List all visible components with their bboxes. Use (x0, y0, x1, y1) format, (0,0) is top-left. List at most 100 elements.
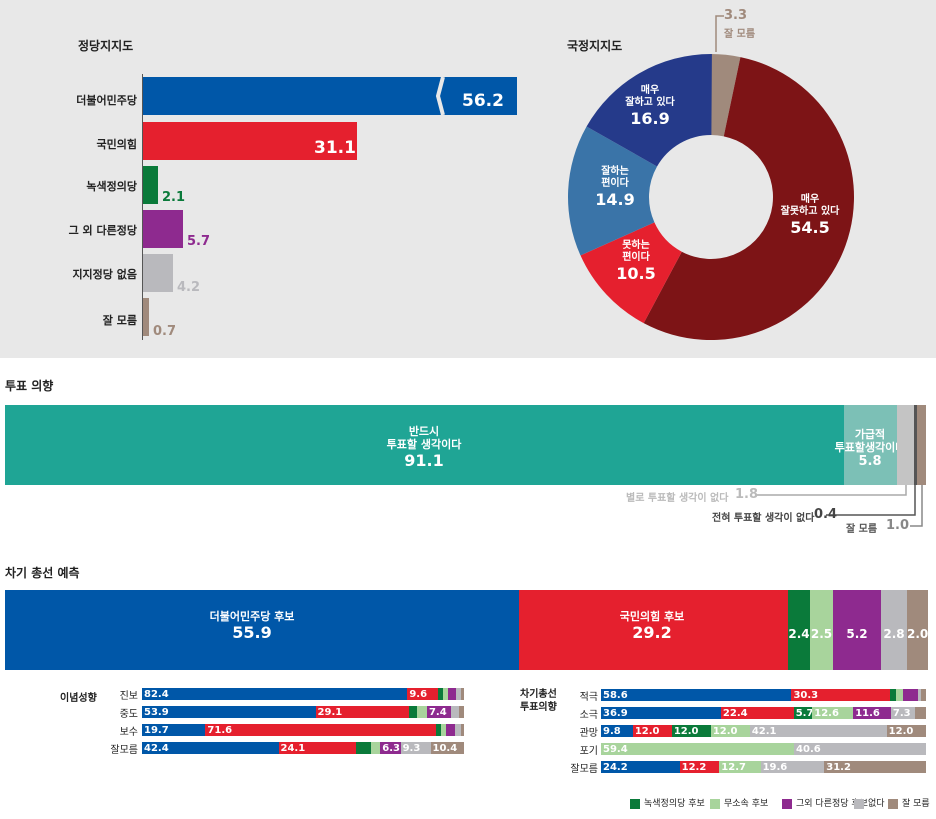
party-value-green: 2.1 (162, 190, 186, 205)
ideology-title: 이념성향 (60, 693, 97, 704)
legend-label: 그외 다른정당 후보 (796, 799, 868, 809)
election-value-dk: 2.0 (907, 627, 929, 641)
legend-label: 무소속 후보 (724, 799, 769, 809)
party-bar-ppp (143, 122, 357, 160)
ideology-row-label: 보수 (119, 727, 138, 738)
ideology-segment (447, 688, 456, 700)
party-value-dk: 0.7 (153, 324, 177, 339)
election-bar-none (881, 590, 907, 670)
intent-row-label: 적극 (579, 692, 598, 703)
intent-segment (889, 689, 897, 701)
legend-swatch (710, 798, 720, 809)
approval-label-verygood: 매우 잘하고 있다 16.9 (625, 85, 675, 128)
approval-slice-good (568, 126, 658, 256)
intent-segment: 31.2 (824, 761, 926, 773)
election-bar-green (788, 590, 810, 670)
vote-value-notmuch: 1.8 (735, 487, 759, 502)
intent-segment: 12.0 (886, 725, 926, 737)
approval-value-dk: 3.3 (724, 8, 748, 23)
approval-dk-leader (715, 15, 724, 52)
approval-slice-bad (580, 222, 682, 324)
election-label-dem: 더불어민주당 후보 55.9 (209, 610, 295, 643)
legend-label: 없다 (868, 799, 885, 809)
intent-row: 24.2 12.2 12.7 19.6 31.2 (601, 761, 926, 773)
ideology-row: 19.7 71.6 (142, 724, 464, 736)
ideology-segment: 24.1 (278, 742, 357, 754)
legend-label: 녹색정의당 후보 (644, 799, 705, 809)
intent-segment: 12.2 (679, 761, 720, 773)
party-bar-other (143, 210, 183, 248)
vote-bar-prob (844, 405, 897, 485)
intent-segment: 12.0 (632, 725, 672, 737)
ideology-segment (445, 724, 456, 736)
vote-value-dk: 1.0 (886, 518, 910, 533)
ideology-segment (460, 688, 464, 700)
election-value-other: 5.2 (846, 627, 868, 641)
intent-title: 차기총선 투표의향 (520, 689, 557, 713)
party-label-dem: 더불어민주당 (76, 94, 137, 107)
vote-bar-must (5, 405, 844, 485)
bar-break-icon (435, 77, 445, 115)
intent-segment: 12.6 (812, 707, 854, 719)
ideology-segment (450, 706, 459, 718)
vote-label-must: 반드시 투표할 생각이다 91.1 (386, 425, 462, 471)
vote-label-notmuch: 별로 투표할 생각이 없다 (626, 493, 729, 504)
ideology-segment: 9.6 (407, 688, 439, 700)
approval-label-bad: 못하는 편이다 10.5 (616, 240, 656, 283)
ideology-segment: 19.7 (142, 724, 206, 736)
party-value-none: 4.2 (177, 280, 201, 295)
intent-segment: 19.6 (760, 761, 825, 773)
party-label-dk: 잘 모름 (102, 314, 137, 327)
legend-item: 잘 모름 (888, 796, 930, 809)
ideology-row: 82.4 9.6 (142, 688, 464, 700)
vote-leaders (756, 485, 923, 527)
party-axis (142, 74, 143, 340)
party-label-other: 그 외 다른정당 (68, 224, 137, 237)
legend-item: 무소속 후보 (710, 796, 768, 809)
legend-item: 없다 (854, 796, 885, 809)
legend-swatch (782, 798, 792, 809)
vote-bar-never (914, 405, 917, 485)
ideology-segment: 9.3 (400, 742, 431, 754)
election-bar-ppp (519, 590, 788, 670)
ideology-segment (438, 688, 444, 700)
ideology-segment (458, 706, 464, 718)
approval-slice-verybad (643, 57, 854, 341)
intent-segment: 11.6 (853, 707, 891, 719)
party-label-ppp: 국민의힘 (96, 138, 137, 151)
intent-row: 59.4 40.6 (601, 743, 926, 755)
vote-label-prob: 가급적 투표할생각이다 5.8 (834, 428, 906, 470)
approval-label-dk: 잘 모름 (724, 29, 756, 40)
election-value-indep: 2.5 (810, 627, 833, 641)
intent-segment (902, 689, 918, 701)
ideology-segment: 6.3 (380, 742, 401, 754)
approval-donut (568, 54, 854, 341)
party-bar-none (143, 254, 173, 292)
ideology-segment: 71.6 (205, 724, 436, 736)
election-value-green: 2.4 (788, 627, 810, 641)
ideology-segment (356, 742, 371, 754)
intent-segment: 22.4 (720, 707, 794, 719)
intent-row-label: 포기 (579, 746, 598, 757)
intent-row: 9.8 12.0 12.0 12.0 42.1 12.0 (601, 725, 926, 737)
intent-segment (896, 689, 903, 701)
intent-segment (914, 707, 926, 719)
party-value-other: 5.7 (187, 234, 211, 249)
intent-segment: 36.9 (601, 707, 721, 719)
party-bar-dk (143, 298, 149, 336)
ideology-row-label: 잘모름 (110, 745, 138, 756)
party-bar-green (143, 166, 158, 204)
election-value-none: 2.8 (883, 627, 905, 641)
intent-row-label: 잘모름 (570, 764, 598, 775)
approval-slice-verygood (586, 54, 712, 167)
intent-segment: 12.0 (671, 725, 711, 737)
ideology-row: 53.9 29.1 7.4 (142, 706, 464, 718)
approval-slice-dk (711, 54, 741, 137)
ideology-segment (443, 688, 448, 700)
party-label-green: 녹색정의당 (86, 180, 137, 193)
legend-swatch (630, 798, 640, 809)
vote-bar-dk (917, 405, 926, 485)
vote-label-never: 전혀 투표할 생각이 없다 (712, 513, 815, 524)
ideology-segment (455, 724, 461, 736)
intent-segment: 9.8 (601, 725, 633, 737)
